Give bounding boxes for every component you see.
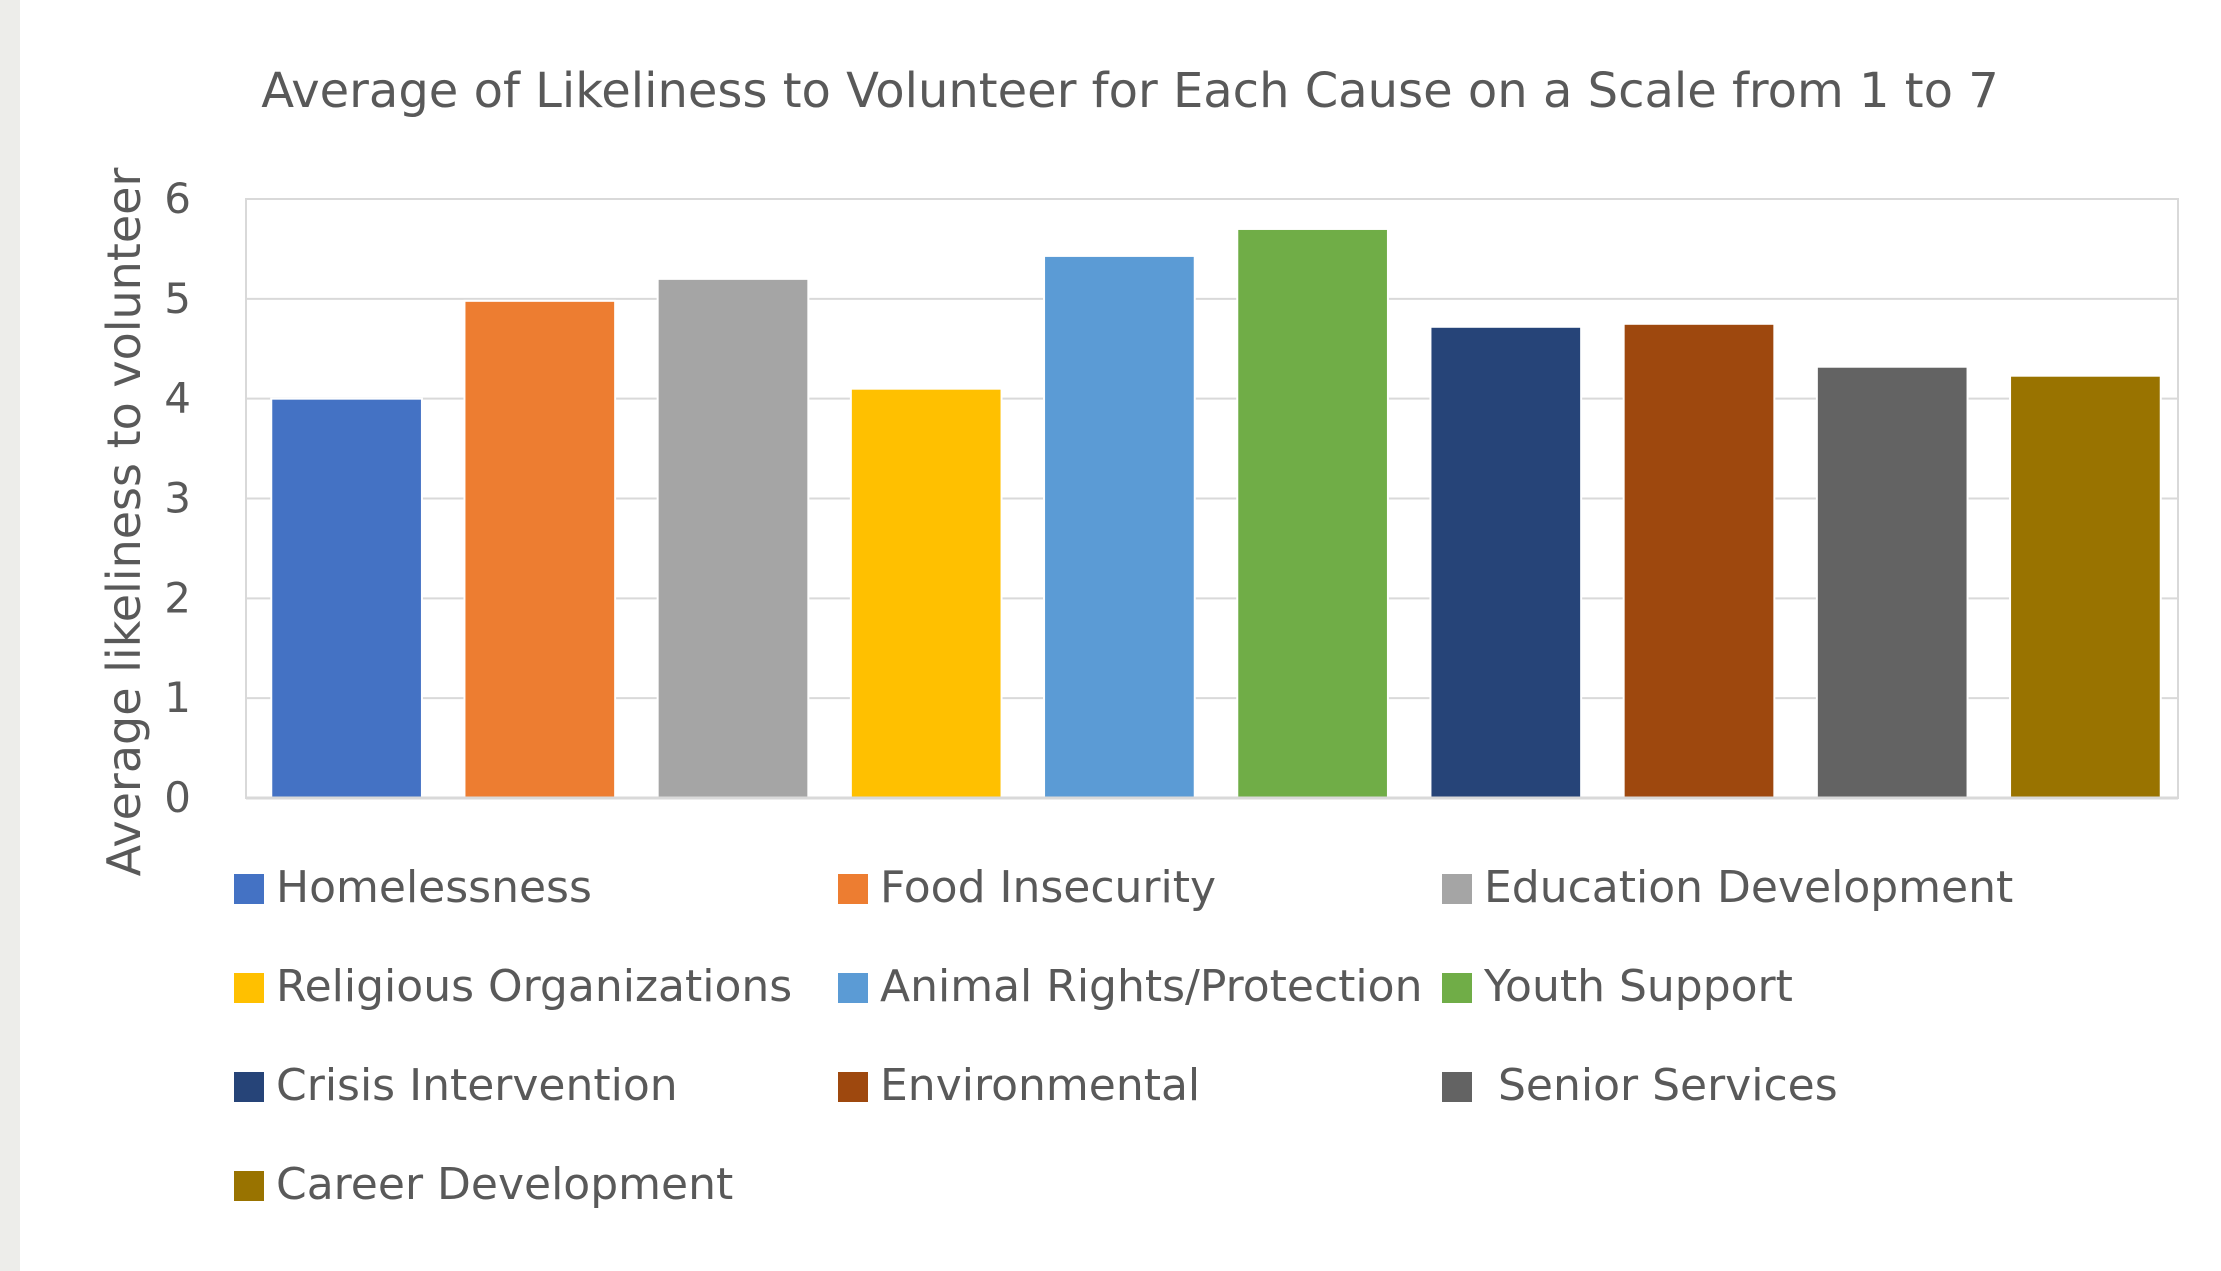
legend-label: Youth Support <box>1483 961 1793 1012</box>
bar-3[interactable] <box>656 277 810 800</box>
legend-swatch <box>234 1171 264 1201</box>
y-tick-label: 4 <box>164 374 191 423</box>
legend: Homelessness Food Insecurity Education Dev… <box>234 862 2013 1210</box>
legend-swatch <box>234 1072 264 1102</box>
bar-10[interactable] <box>2009 374 2162 799</box>
legend-swatch <box>234 973 264 1003</box>
legend-swatch <box>1442 973 1472 1003</box>
legend-label: Food Insecurity <box>880 862 1216 913</box>
legend-swatch <box>838 1072 868 1102</box>
legend-label: Environmental <box>880 1060 1200 1111</box>
legend-swatch <box>838 874 868 904</box>
chart-title: Average of Likeliness to Volunteer for E… <box>261 63 1999 119</box>
y-tick-label: 0 <box>164 773 191 822</box>
spreadsheet-gutter <box>0 0 20 1271</box>
y-axis-title: Average likeliness to volunteer <box>97 168 151 877</box>
y-tick-label: 3 <box>164 474 191 523</box>
chart-area[interactable]: Average of Likeliness to Volunteer for E… <box>20 12 2221 1271</box>
bar-5[interactable] <box>1043 254 1196 799</box>
bar-2[interactable] <box>463 299 617 799</box>
y-tick-label: 6 <box>164 174 191 223</box>
bar-chart: Average of Likeliness to Volunteer for E… <box>97 63 2179 1210</box>
legend-label: Crisis Intervention <box>276 1060 678 1111</box>
legend-swatch <box>838 973 868 1003</box>
bar-8[interactable] <box>1622 322 1776 799</box>
y-tick-label: 2 <box>164 573 191 622</box>
bar-9[interactable] <box>1815 365 1969 799</box>
legend-label: Homelessness <box>276 862 592 913</box>
bar-6[interactable] <box>1236 227 1389 799</box>
y-tick-label: 1 <box>164 673 191 722</box>
y-tick-label: 5 <box>164 274 191 323</box>
legend-swatch <box>234 874 264 904</box>
bar-4[interactable] <box>849 387 1003 799</box>
legend-swatch <box>1442 874 1472 904</box>
plot-area: 0 1 2 3 4 5 6 <box>164 174 2179 822</box>
bar-1[interactable] <box>270 397 423 799</box>
legend-label: Religious Organizations <box>276 961 792 1012</box>
bar-7[interactable] <box>1429 325 1583 799</box>
legend-label: Career Development <box>276 1159 733 1210</box>
legend-label: Animal Rights/Protection <box>880 961 1422 1012</box>
legend-swatch <box>1442 1072 1472 1102</box>
legend-label: Education Development <box>1484 862 2013 913</box>
legend-label: Senior Services <box>1484 1060 1838 1111</box>
